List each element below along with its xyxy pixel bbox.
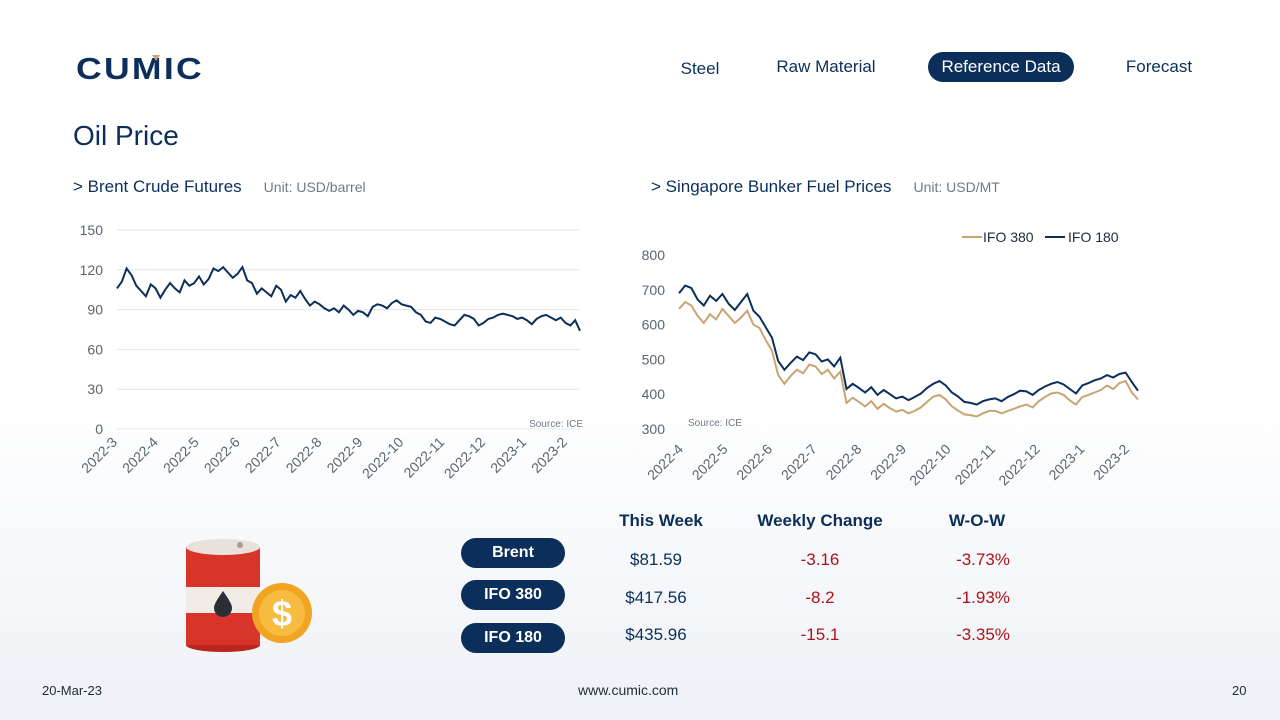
bunker-unit: Unit: USD/MT [913, 179, 1000, 195]
row-ifo380-label: IFO 380 [461, 580, 565, 610]
ifo380-weekly-change: -8.2 [805, 588, 835, 607]
brent-wow: -3.73% [956, 550, 1010, 569]
brent-section-title: > Brent Crude Futures Unit: USD/barrel [73, 177, 366, 197]
brent-x-tick-label: 2022-5 [160, 434, 202, 476]
page-number: 20 [1232, 683, 1247, 698]
brent-source: Source: ICE [529, 419, 583, 430]
brent-x-tick-label: 2022-3 [78, 434, 120, 476]
brent-grid [117, 229, 580, 430]
brent-x-tick-label: 2023-1 [487, 434, 529, 476]
bunker-x-tick-label: 2022-7 [778, 441, 820, 483]
brent-y-tick-label: 90 [87, 302, 103, 318]
header-wow: W-O-W [948, 511, 1006, 530]
bunker-x-tick-label: 2023-1 [1045, 441, 1087, 483]
brent-x-tick-label: 2022-10 [359, 434, 407, 482]
bunker-y-tick-label: 400 [642, 386, 666, 402]
bunker-x-tick-label: 2022-6 [733, 441, 775, 483]
nav-steel[interactable]: Steel [680, 59, 720, 78]
brent-title: > Brent Crude Futures [73, 177, 242, 196]
brent-x-tick-label: 2022-8 [283, 434, 325, 476]
brent-y-axis: 0 30 60 90 120 150 [80, 222, 104, 437]
bunker-y-tick-label: 700 [642, 282, 666, 298]
ifo180-wow: -3.35% [956, 625, 1010, 644]
bunker-x-tick-label: 2022-8 [822, 441, 864, 483]
brent-series-line [116, 264, 581, 332]
ifo180-series-line [678, 284, 1139, 406]
bunker-x-axis: 2022-4 2022-5 2022-6 2022-7 2022-8 2022-92022… [644, 441, 1132, 489]
ifo380-series-line [678, 300, 1139, 418]
brent-x-tick-label: 2023-2 [528, 434, 570, 476]
bunker-x-tick-label: 2022-9 [867, 441, 909, 483]
cumic-logo: CUMIC [76, 52, 204, 84]
bunker-x-tick-label: 2022-10 [906, 441, 954, 489]
brent-x-tick-label: 2022-11 [400, 434, 447, 481]
nav-raw-material[interactable]: Raw Material [776, 57, 876, 76]
top-nav: Steel Raw Material Reference Data Foreca… [0, 52, 1280, 82]
row-brent-label: Brent [461, 538, 565, 568]
brent-x-tick-label: 2022-12 [441, 434, 489, 482]
footer-date: 20-Mar-23 [42, 683, 102, 698]
brent-unit: Unit: USD/barrel [263, 179, 366, 195]
brent-x-tick-label: 2022-4 [119, 434, 161, 476]
footer-url[interactable]: www.cumic.com [578, 682, 679, 698]
bunker-x-tick-label: 2022-4 [644, 441, 686, 483]
brent-this-week: $81.59 [630, 550, 682, 569]
brent-y-tick-label: 120 [80, 262, 104, 278]
brent-y-tick-label: 0 [95, 421, 103, 437]
bunker-y-tick-label: 800 [642, 247, 666, 263]
bunker-y-tick-label: 300 [642, 421, 666, 437]
bunker-x-tick-label: 2022-5 [689, 441, 731, 483]
logo-accent [152, 55, 160, 61]
bunker-x-tick-label: 2022-11 [951, 441, 998, 488]
ifo380-this-week: $417.56 [625, 588, 687, 607]
legend-ifo180-label: IFO 180 [1068, 229, 1119, 245]
brent-x-tick-label: 2022-6 [201, 434, 243, 476]
bunker-y-axis: 300 400 500 600 700 800 [642, 247, 666, 437]
bunker-y-tick-label: 600 [642, 317, 666, 333]
bunker-legend: IFO 380 IFO 180 [962, 229, 1119, 245]
logo-text: CUMIC [76, 52, 204, 84]
bunker-source: Source: ICE [688, 418, 742, 429]
header-this-week: This Week [619, 511, 703, 530]
bunker-title: > Singapore Bunker Fuel Prices [651, 177, 892, 196]
bunker-x-tick-label: 2023-2 [1090, 441, 1132, 483]
nav-reference-data[interactable]: Reference Data [928, 52, 1074, 82]
ifo180-this-week: $435.96 [625, 625, 687, 644]
nav-forecast[interactable]: Forecast [1125, 57, 1193, 76]
row-ifo180-label: IFO 180 [461, 623, 565, 653]
bunker-y-tick-label: 500 [642, 351, 666, 367]
brent-y-tick-label: 30 [87, 381, 103, 397]
header-weekly-change: Weekly Change [757, 511, 883, 530]
brent-y-tick-label: 60 [87, 341, 103, 357]
brent-y-tick-label: 150 [80, 222, 104, 238]
legend-ifo380-label: IFO 380 [983, 229, 1034, 245]
dollar-icon: $ [272, 593, 292, 634]
page-title: Oil Price [73, 120, 179, 151]
bunker-x-tick-label: 2022-12 [995, 441, 1043, 489]
brent-x-tick-label: 2022-7 [242, 434, 284, 476]
bunker-section-title: > Singapore Bunker Fuel Prices Unit: USD/… [651, 177, 1000, 197]
oil-barrel-icon: $ [186, 539, 312, 652]
ifo380-wow: -1.93% [956, 588, 1010, 607]
ifo180-weekly-change: -15.1 [800, 625, 840, 644]
brent-weekly-change: -3.16 [800, 550, 840, 569]
